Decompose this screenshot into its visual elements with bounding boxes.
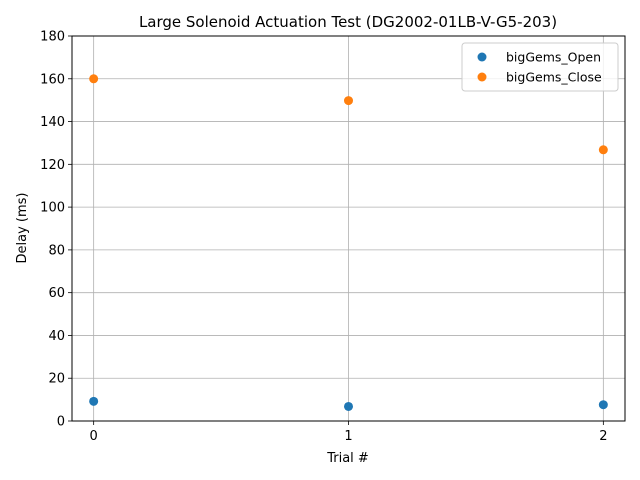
legend-label: bigGems_Close [506, 70, 602, 85]
y-tick-label: 60 [48, 286, 65, 301]
data-point [89, 74, 99, 84]
data-point [598, 400, 608, 410]
legend-box [461, 42, 619, 92]
x-axis-title: Trial # [326, 451, 369, 466]
legend: bigGems_Open bigGems_Close [461, 42, 619, 92]
y-tick-label: 180 [40, 30, 65, 45]
y-tick-label: 20 [48, 372, 65, 387]
grid [72, 35, 625, 422]
y-axis-title: Delay (ms) [15, 193, 30, 264]
y-tick-label: 80 [48, 243, 65, 258]
data-point [598, 145, 608, 155]
x-tick-label: 1 [344, 429, 352, 444]
plot-frame [71, 35, 626, 422]
data-point [344, 96, 353, 106]
legend-marker [477, 72, 487, 82]
chart-title: Large Solenoid Actuation Test (DG2002-01… [139, 13, 557, 31]
x-tick-label: 2 [599, 429, 607, 444]
y-tick-label: 100 [40, 201, 65, 216]
y-tick-label: 0 [57, 415, 65, 430]
x-tick-label: 0 [90, 429, 98, 444]
y-tick-label: 140 [40, 115, 65, 130]
y-tick-label: 120 [40, 158, 65, 173]
data-point [89, 396, 99, 406]
legend-marker [477, 52, 487, 62]
data-points [89, 74, 608, 411]
legend-label: bigGems_Open [506, 50, 601, 65]
y-tick-label: 160 [40, 72, 65, 87]
series-bigGems_Open [89, 396, 608, 411]
y-tick-label: 40 [48, 329, 65, 344]
series-bigGems_Close [89, 74, 608, 155]
data-point [344, 401, 353, 411]
